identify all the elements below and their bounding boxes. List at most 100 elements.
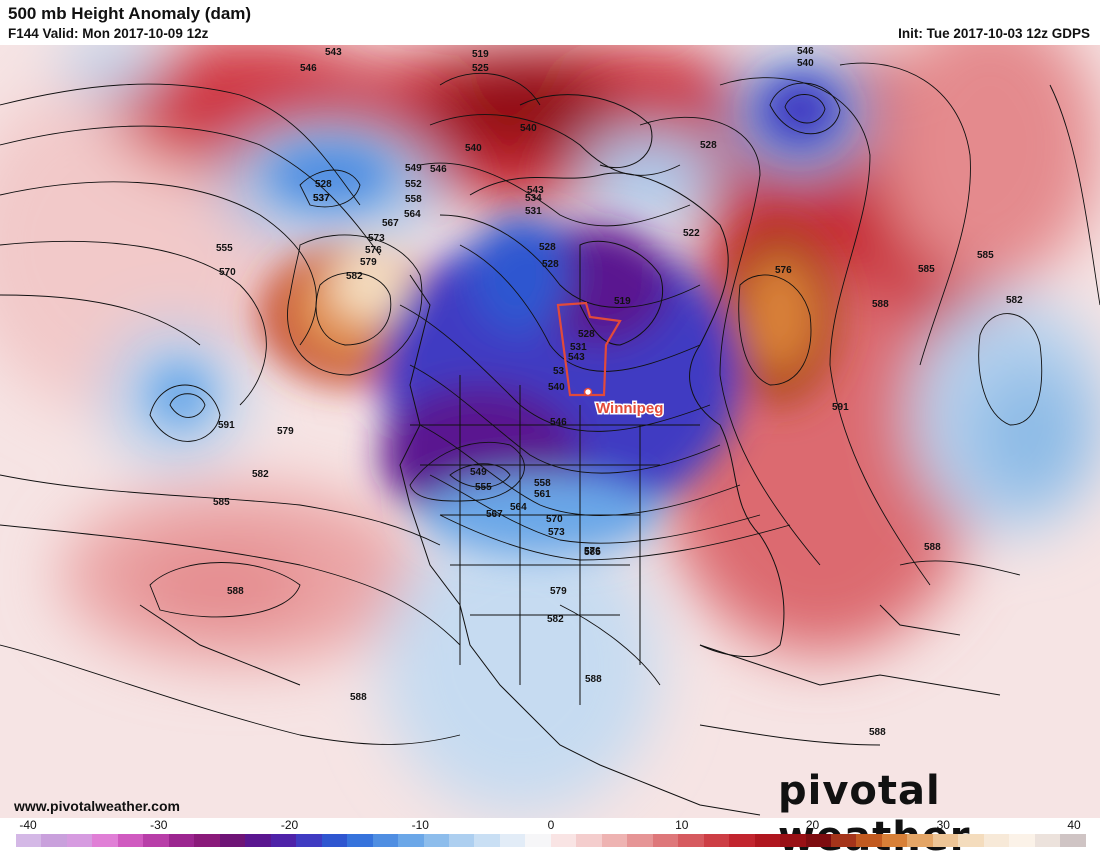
contour-label: 537 — [313, 193, 330, 204]
contour-label: 528 — [542, 259, 559, 270]
anomaly-core — [150, 75, 840, 555]
init-time: Init: Tue 2017-10-03 12z GDPS — [898, 26, 1090, 41]
colorbar-tick-label: -10 — [411, 818, 429, 832]
header: 500 mb Height Anomaly (dam) F144 Valid: … — [0, 0, 1100, 45]
colorbar-swatch — [448, 834, 475, 847]
colorbar-swatch — [983, 834, 1010, 847]
contour-label: 531 — [525, 206, 542, 217]
valid-time: F144 Valid: Mon 2017-10-09 12z — [8, 26, 209, 41]
contour-label: 53 — [553, 366, 565, 377]
colorbar-tick-label: 30 — [936, 818, 950, 832]
colorbar-swatch — [907, 834, 933, 847]
manitoba-outline — [556, 301, 622, 397]
contour-label: 558 — [405, 194, 422, 205]
contour-label: 585 — [918, 264, 935, 275]
contour-label: 576 — [584, 546, 601, 557]
contour-label: 561 — [534, 489, 551, 500]
anomaly-map[interactable]: Winnipeg 543 546 519 525 546 540 540 528 537 540 5… — [0, 45, 1100, 818]
contour-label: 531 — [570, 342, 587, 353]
colorbar-swatch — [627, 834, 653, 847]
colorbar-swatch — [41, 834, 67, 847]
colorbar-swatch — [525, 834, 551, 847]
colorbar-tick-label: 20 — [805, 818, 820, 832]
colorbar-swatch — [831, 834, 857, 847]
colorbar-swatch — [499, 834, 526, 847]
contour-label: 552 — [405, 179, 422, 190]
website-url[interactable]: www.pivotalweather.com — [14, 798, 180, 814]
contour-label: 573 — [368, 233, 385, 244]
colorbar-tick-label: -30 — [150, 818, 168, 832]
contour-label: 546 — [550, 417, 567, 428]
contour-label: 549 — [405, 163, 422, 174]
contour-label: 546 — [300, 63, 317, 74]
contour-label: 564 — [404, 209, 421, 220]
contour-label: 543 — [325, 47, 342, 58]
map-svg: Winnipeg 5435465195255465405405285375405… — [0, 45, 1100, 818]
contour-label: 540 — [797, 58, 814, 69]
colorbar-swatch — [703, 834, 730, 847]
coastlines — [139, 94, 1001, 816]
colorbar-swatch — [270, 834, 297, 847]
contour-label: 549 — [470, 467, 487, 478]
contour-label: 537 — [313, 193, 330, 204]
colorbar-swatch — [219, 834, 246, 847]
contour-label: 570 — [546, 514, 563, 525]
contour-label: 585 — [584, 547, 601, 558]
colorbar-swatch — [321, 834, 348, 847]
contour-label: 576 — [775, 265, 792, 276]
contour-label: 588 — [350, 692, 367, 703]
colorbar-swatch — [881, 834, 908, 847]
colorbar-tick-label: 10 — [675, 818, 689, 832]
contour-label: 588 — [585, 674, 602, 685]
colorbar-tick-label: 0 — [547, 818, 555, 832]
contour-label: 534 — [525, 193, 542, 204]
contour-label: 585 — [213, 497, 230, 508]
contour-label: 528 — [578, 329, 595, 340]
contour-label: 573 — [548, 527, 565, 538]
contour-label: 540 — [548, 382, 565, 393]
contour-label: 582 — [547, 614, 564, 625]
contour-label: 546 — [430, 164, 447, 175]
colorbar-swatch — [398, 834, 424, 847]
contour-label: 567 — [486, 509, 503, 520]
colorbar-swatch — [856, 834, 882, 847]
colorbar-swatch — [678, 834, 704, 847]
contour-label: 591 — [218, 420, 235, 431]
contour-label: 558 — [534, 478, 551, 489]
height-contours — [0, 62, 1100, 746]
colorbar-swatch — [1060, 834, 1086, 847]
contour-label: 576 — [365, 245, 382, 256]
contour-label: 585 — [977, 250, 994, 261]
colorbar-swatch — [729, 834, 755, 847]
colorbar-tick-label: -40 — [19, 818, 37, 832]
colorbar-swatch — [16, 834, 42, 847]
winnipeg-marker[interactable] — [583, 387, 593, 397]
colorbar-swatch — [423, 834, 449, 847]
contour-label: 528 — [700, 140, 717, 151]
contour-label: 528 — [539, 242, 556, 253]
contour-label: 555 — [475, 482, 492, 493]
contour-label: 543 — [527, 185, 544, 196]
contour-label: 570 — [219, 267, 236, 278]
contour-label: 525 — [472, 63, 489, 74]
contour-label: 543 — [568, 352, 585, 363]
map-title: 500 mb Height Anomaly (dam) — [8, 4, 252, 23]
colorbar-swatch — [1034, 834, 1061, 847]
colorbar-swatch — [1009, 834, 1035, 847]
colorbar-swatch — [754, 834, 781, 847]
colorbar-swatch — [296, 834, 322, 847]
contour-label: 519 — [472, 49, 489, 60]
contour-label: 588 — [872, 299, 889, 310]
colorbar-labels: -40 -30 -20 -10 0 10 20 30 40 — [0, 818, 1100, 834]
colorbar-swatch — [92, 834, 118, 847]
colorbar-swatch — [194, 834, 220, 847]
colorbar-swatch — [143, 834, 169, 847]
contour-label: 564 — [510, 502, 527, 513]
contour-label: 582 — [1006, 295, 1023, 306]
contour-label: 567 — [382, 218, 399, 229]
colorbar-swatch — [347, 834, 373, 847]
colorbar-swatch — [245, 834, 271, 847]
colorbar-swatch — [576, 834, 602, 847]
colorbar-swatch — [168, 834, 195, 847]
anomaly-field — [0, 45, 1100, 815]
